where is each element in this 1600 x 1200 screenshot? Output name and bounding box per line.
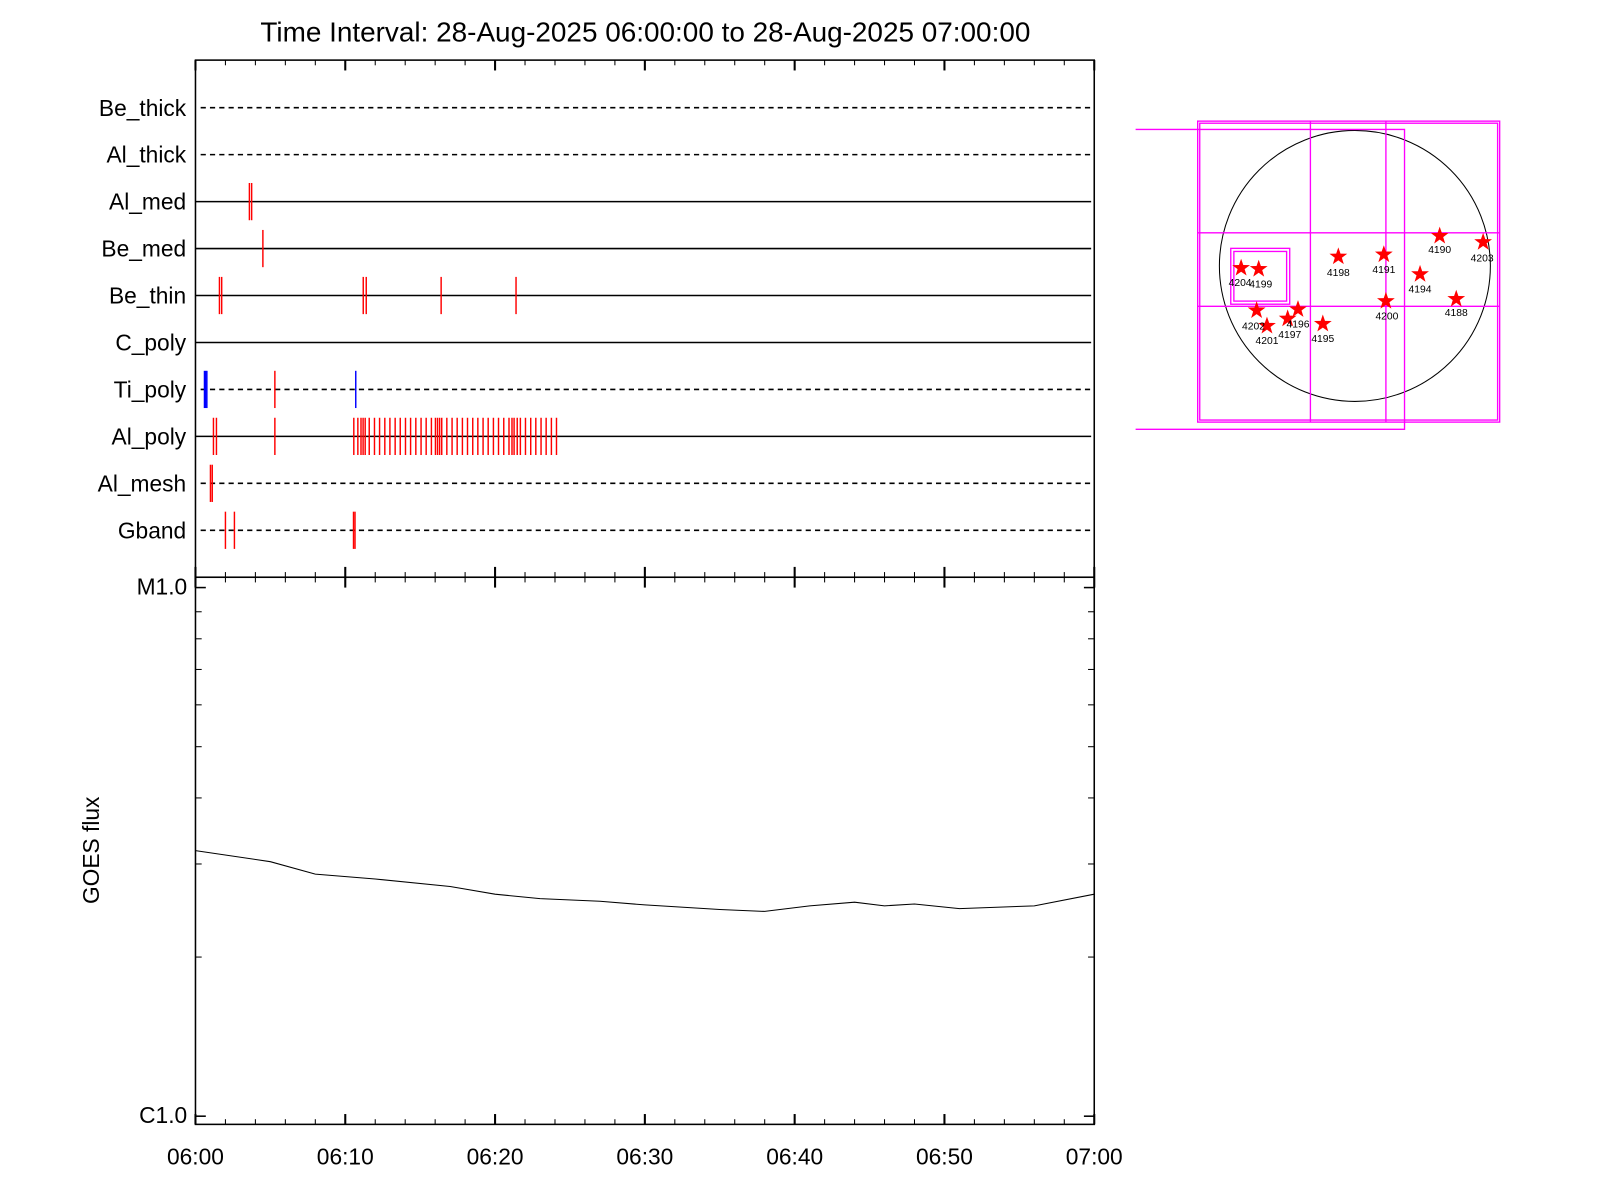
row-label: Ti_poly xyxy=(114,377,187,403)
solar-map: 4190 4203 4198 4191 4194 4204 4199 4200 … xyxy=(1135,120,1501,431)
region-label: 4196 xyxy=(1287,320,1310,331)
region-label: 4199 xyxy=(1249,279,1272,290)
y-tick-label: M1.0 xyxy=(137,574,188,600)
region-label: 4202 xyxy=(1242,322,1265,333)
y-tick-label: C1.0 xyxy=(139,1102,187,1128)
x-tick-label: 06:50 xyxy=(916,1144,973,1170)
row-label: Be_thick xyxy=(99,95,187,121)
region-label: 4198 xyxy=(1327,268,1350,279)
row-label: Al_poly xyxy=(112,423,187,449)
row-label: Al_med xyxy=(109,189,186,215)
region-label: 4200 xyxy=(1375,311,1398,322)
row-label: Gband xyxy=(118,517,186,543)
region-label: 4197 xyxy=(1278,330,1301,341)
goes-flux-line xyxy=(195,850,1095,912)
row-label: C_poly xyxy=(115,330,186,356)
x-tick-label: 06:40 xyxy=(766,1144,823,1170)
chart-title: Time Interval: 28-Aug-2025 06:00:00 to 2… xyxy=(260,17,1030,48)
y-axis-label: GOES flux xyxy=(78,796,104,904)
row-label: Al_mesh xyxy=(98,470,187,496)
region-label: 4188 xyxy=(1445,308,1468,319)
region-label: 4204 xyxy=(1229,278,1252,289)
row-label: Be_med xyxy=(101,236,186,262)
region-label: 4191 xyxy=(1372,265,1395,276)
x-tick-label: 06:10 xyxy=(317,1144,374,1170)
x-tick-label: 06:20 xyxy=(467,1144,524,1170)
row-label: Be_thin xyxy=(109,283,186,309)
region-label: 4195 xyxy=(1311,334,1334,345)
x-tick-label: 07:00 xyxy=(1066,1144,1123,1170)
region-label: 4194 xyxy=(1409,284,1432,295)
x-tick-label: 06:00 xyxy=(167,1144,224,1170)
region-label: 4190 xyxy=(1428,245,1451,256)
region-label: 4203 xyxy=(1471,253,1494,264)
fov-boxes xyxy=(1135,120,1501,431)
row-label: Al_thick xyxy=(106,142,186,168)
x-tick-label: 06:30 xyxy=(616,1144,673,1170)
solar-disk xyxy=(1218,129,1491,402)
region-label: 4201 xyxy=(1255,336,1278,347)
